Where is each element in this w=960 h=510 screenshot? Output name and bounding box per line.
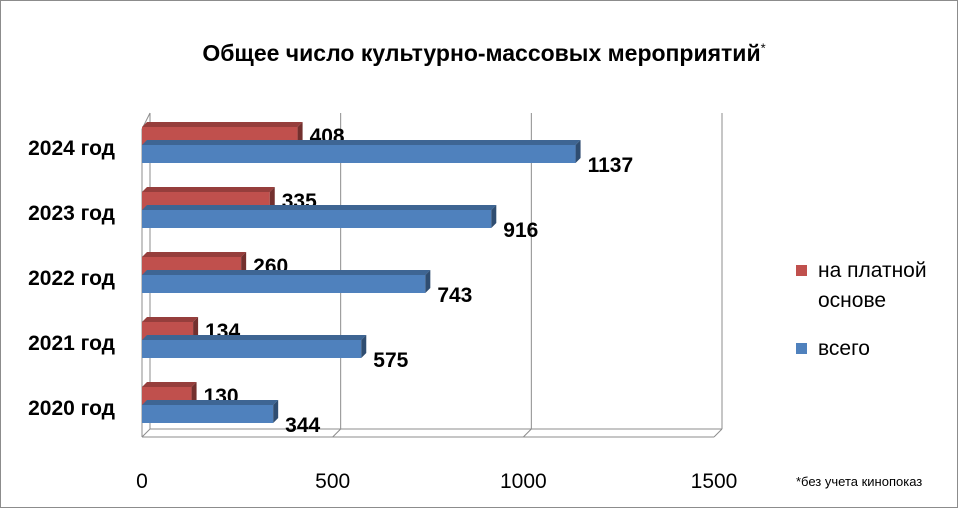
legend-item-paid: на платной основе <box>796 256 956 316</box>
legend: на платной основе всего <box>796 256 956 382</box>
bar <box>142 405 274 423</box>
bar-side-face <box>575 140 581 163</box>
bar-top-face <box>142 335 367 340</box>
legend-item-total: всего <box>796 334 956 364</box>
x-tick-label: 1000 <box>500 470 547 493</box>
bar-side-face <box>491 205 497 228</box>
bar-top-face <box>142 140 581 145</box>
bar-top-face <box>142 270 431 275</box>
chart-title-mark: * <box>760 40 766 56</box>
bar-side-face <box>191 382 197 405</box>
bar-top-face <box>142 317 199 322</box>
data-label: 1137 <box>588 154 634 177</box>
bar-side-face <box>241 252 247 275</box>
category-label: 2021 год <box>28 332 115 355</box>
legend-label-paid: на платной основе <box>818 259 927 312</box>
legend-swatch-paid <box>796 265 807 276</box>
category-label: 2022 год <box>28 267 115 290</box>
chart-title: Общее число культурно-массовых мероприят… <box>0 40 960 67</box>
bar-top-face <box>142 400 279 405</box>
legend-label-total: всего <box>818 337 870 360</box>
bar <box>142 340 362 358</box>
data-label: 344 <box>285 414 320 437</box>
bar-top-face <box>142 122 303 127</box>
x-tick-label: 0 <box>136 470 148 493</box>
x-tick-label: 500 <box>315 470 350 493</box>
category-label: 2024 год <box>28 137 115 160</box>
bar <box>142 145 576 163</box>
bar <box>142 210 492 228</box>
bar-side-face <box>297 122 303 145</box>
data-label: 575 <box>373 349 408 372</box>
x-tick-label: 1500 <box>691 470 738 493</box>
floor-tick <box>332 428 342 438</box>
bar <box>142 275 426 293</box>
floor-tick <box>713 428 723 438</box>
bar-side-face <box>361 335 367 358</box>
bar-side-face <box>273 400 279 423</box>
floor-tick <box>522 428 532 438</box>
category-label: 2023 год <box>28 202 115 225</box>
bar-side-face <box>193 317 199 340</box>
footnote: *без учета кинопоказ <box>796 474 923 489</box>
bar-top-face <box>142 205 497 210</box>
category-label: 2020 год <box>28 397 115 420</box>
legend-swatch-total <box>796 343 807 354</box>
data-label: 916 <box>503 219 538 242</box>
data-label: 743 <box>437 284 472 307</box>
bar-side-face <box>425 270 431 293</box>
floor-tick <box>141 428 151 438</box>
chart-title-text: Общее число культурно-массовых мероприят… <box>202 40 761 66</box>
bar-top-face <box>142 252 247 257</box>
bar-top-face <box>142 187 275 192</box>
bar-side-face <box>269 187 275 210</box>
bar-top-face <box>142 382 197 387</box>
